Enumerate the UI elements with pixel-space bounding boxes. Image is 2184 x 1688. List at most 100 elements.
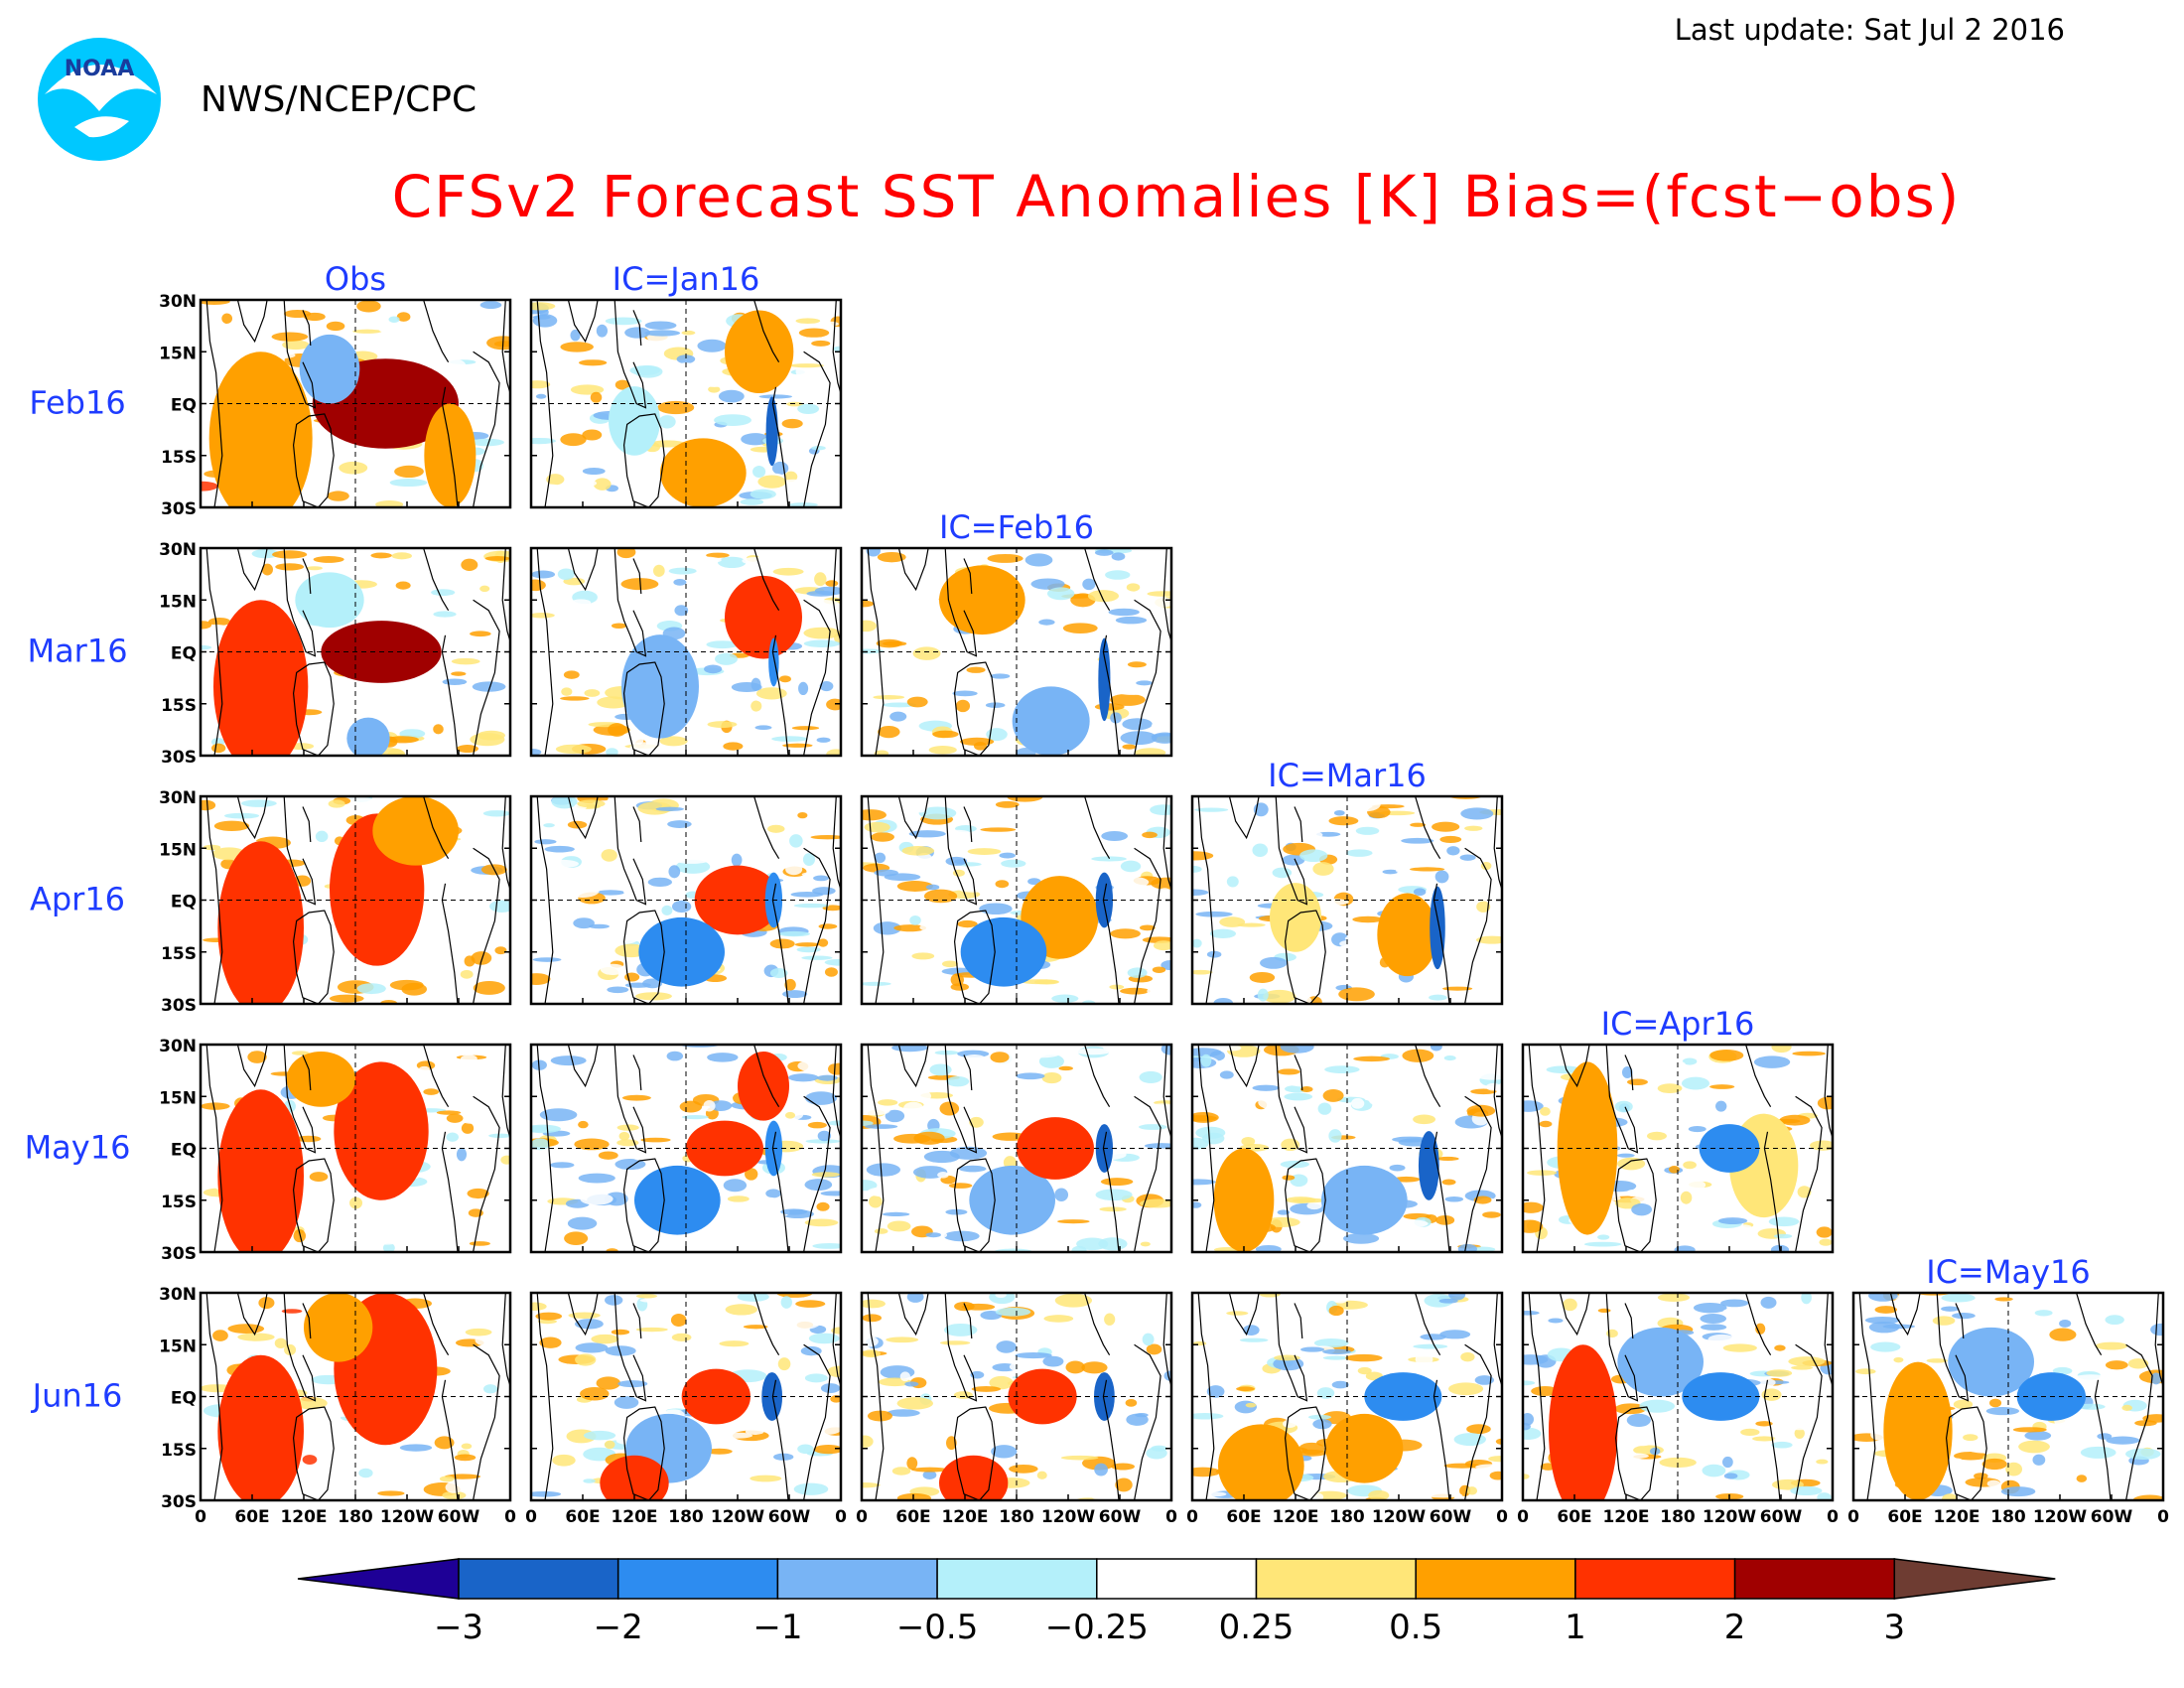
anomaly-speckle <box>578 1173 615 1184</box>
coastline <box>753 300 780 363</box>
anomaly-speckle <box>463 1165 478 1173</box>
anomaly-speckle <box>991 1445 1018 1459</box>
anomaly-speckle <box>820 1383 841 1394</box>
anomaly-speckle <box>962 1055 987 1063</box>
lat-tick-label: 15S <box>161 448 197 468</box>
anomaly-speckle <box>913 799 928 813</box>
anomaly-speckle <box>1773 1233 1793 1239</box>
anomaly-speckle <box>786 401 804 407</box>
anomaly-speckle <box>652 564 665 577</box>
anomaly-speckle <box>580 1193 614 1205</box>
anomaly-speckle <box>605 1345 636 1356</box>
anomaly-speckle <box>783 1317 821 1331</box>
anomaly-speckle <box>1974 1473 1988 1479</box>
anomaly-speckle <box>436 1110 462 1115</box>
anomaly-speckle <box>691 1490 723 1500</box>
anomaly-speckle <box>1139 924 1156 931</box>
anomaly-speckle <box>1941 1306 1960 1312</box>
anomaly-speckle <box>1768 1216 1800 1227</box>
anomaly-speckle <box>482 1384 498 1394</box>
anomaly-speckle <box>811 340 831 347</box>
anomaly-speckle <box>1015 1351 1052 1359</box>
anomaly-speckle <box>1760 1296 1777 1309</box>
coastline <box>1197 1045 1215 1252</box>
anomaly-speckle <box>1122 744 1137 750</box>
anomaly-speckle <box>1303 831 1323 839</box>
anomaly-speckle <box>1473 1196 1492 1204</box>
anomaly-speckle <box>1597 1308 1611 1313</box>
anomaly-speckle <box>1147 591 1171 597</box>
anomaly-speckle <box>1144 1143 1171 1149</box>
anomaly-speckle <box>601 849 617 862</box>
coastline <box>1162 796 1171 891</box>
coastline <box>867 1045 885 1252</box>
anomaly-speckle <box>1012 847 1047 859</box>
anomaly-speckle <box>1192 1115 1218 1122</box>
anomaly-speckle <box>1218 890 1240 896</box>
anomaly-speckle <box>1108 608 1140 617</box>
anomaly-speckle <box>904 1381 919 1387</box>
anomaly-speckle <box>1797 1186 1812 1198</box>
anomaly-speckle <box>442 1490 467 1500</box>
anomaly-speckle <box>302 943 327 953</box>
chart-title: CFSv2 Forecast SST Anomalies [K] Bias=(f… <box>392 163 1962 230</box>
anomaly-speckle <box>423 1072 455 1086</box>
lat-tick-label: 15N <box>159 592 197 612</box>
anomaly-speckle <box>1985 1407 2020 1416</box>
anomaly-speckle <box>534 1097 556 1108</box>
anomaly-speckle <box>252 823 271 830</box>
anomaly-speckle <box>272 1318 305 1329</box>
anomaly-speckle <box>929 859 947 867</box>
anomaly-speckle <box>614 1396 639 1409</box>
anomaly-speckle <box>1523 1311 1540 1316</box>
anomaly-speckle <box>1720 1299 1749 1308</box>
anomaly-speckle <box>1357 1366 1372 1375</box>
anomaly-speckle <box>396 312 411 322</box>
anomaly-speckle <box>745 1428 764 1435</box>
anomaly-speckle <box>674 605 689 617</box>
anomaly-speckle <box>788 502 818 507</box>
anomaly-speckle <box>891 1467 911 1476</box>
map-panel: 0 60E 120E 180 120W 60W 0 <box>856 1291 1177 1527</box>
anomaly-speckle <box>795 318 821 325</box>
anomaly-speckle <box>1755 1421 1773 1427</box>
anomaly-region <box>424 403 477 507</box>
coastline <box>205 1045 223 1252</box>
coastline <box>501 1293 510 1387</box>
column-label: IC=Apr16 <box>1601 1005 1755 1043</box>
anomaly-speckle <box>1226 1311 1249 1316</box>
anomaly-speckle <box>611 1069 647 1076</box>
anomaly-speckle <box>1076 671 1093 683</box>
anomaly-speckle <box>575 479 598 488</box>
anomaly-speckle <box>578 1120 589 1129</box>
coastline <box>897 548 929 592</box>
anomaly-speckle <box>709 1100 733 1111</box>
anomaly-speckle <box>309 657 323 663</box>
anomaly-speckle <box>1781 1397 1808 1409</box>
coastline <box>567 796 599 840</box>
anomaly-speckle <box>624 972 640 982</box>
coastline <box>963 1055 973 1091</box>
column-label: IC=Jan16 <box>613 260 760 298</box>
anomaly-speckle <box>618 1131 630 1141</box>
lon-tick-label: 180 <box>338 1507 373 1527</box>
anomaly-speckle <box>423 1088 440 1095</box>
anomaly-region <box>738 1051 789 1121</box>
anomaly-speckle <box>639 1298 668 1303</box>
anomaly-speckle <box>1401 837 1434 844</box>
anomaly-speckle <box>1104 1313 1116 1326</box>
anomaly-speckle <box>804 1179 833 1192</box>
anomaly-speckle <box>588 670 604 680</box>
anomaly-speckle <box>803 639 841 647</box>
anomaly-speckle <box>1152 966 1166 973</box>
map-panel <box>529 298 843 509</box>
anomaly-speckle <box>934 1050 959 1055</box>
coastline <box>1614 1406 1657 1500</box>
map-panel: 0 60E 120E 180 120W 60W 0 <box>1847 1291 2169 1527</box>
anomaly-region <box>1364 1372 1442 1421</box>
lat-tick-label: 15S <box>161 696 197 716</box>
anomaly-speckle <box>718 556 747 569</box>
anomaly-speckle <box>1115 616 1148 625</box>
anomaly-speckle <box>1317 1102 1332 1115</box>
anomaly-speckle <box>673 579 687 586</box>
